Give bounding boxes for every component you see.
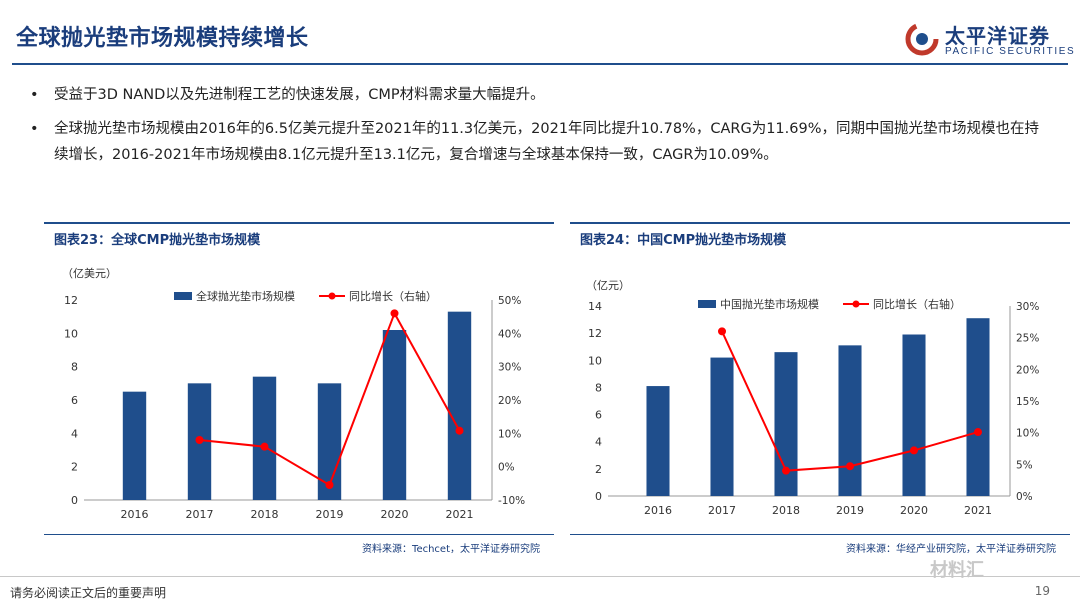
legend-line-label: 同比增长（右轴） [873,297,961,311]
x-tick-label: 2017 [186,508,214,521]
y-right-tick-label: -10% [498,495,525,507]
legend-line-label: 同比增长（右轴） [349,289,437,303]
legend-bar-swatch [174,292,192,300]
bullet-text: 受益于3D NAND以及先进制程工艺的快速发展，CMP材料需求量大幅提升。 [54,87,545,103]
y-left-tick-label: 2 [595,463,602,476]
chart-line-point [846,462,854,471]
chart-line-point [974,428,982,437]
chart-header: 图表24：中国CMP抛光垫市场规模 [570,222,1070,252]
chart-line-point [260,442,269,451]
chart-china-cmp-pad: 图表24：中国CMP抛光垫市场规模 （亿元） 0 2 4 6 8 10 12 14 0% 5% 10%… [570,222,1070,567]
bullet-dot-icon: • [30,121,39,137]
x-tick-label: 2016 [644,504,672,517]
y-right-tick-label: 20% [1016,364,1039,376]
chart-bar [646,386,670,496]
logo-chinese-name: 太平洋证券 [945,24,1050,48]
page-title: 全球抛光垫市场规模持续增长 [16,26,309,51]
logo-english-name: PACIFIC SECURITIES [945,46,1076,57]
y-left-tick-label: 2 [71,461,78,474]
x-tick-label: 2018 [251,508,279,521]
x-tick-label: 2019 [316,508,344,521]
chart-bar [902,334,926,496]
x-tick-label: 2019 [836,504,864,517]
bullet-text: 全球抛光垫市场规模由2016年的6.5亿美元提升至2021年的11.3亿美元，2… [54,121,1039,163]
y-right-tick-label: 5% [1016,459,1033,471]
bullet-item: • 受益于3D NAND以及先进制程工艺的快速发展，CMP材料需求量大幅提升。 [30,82,1050,108]
y-left-tick-label: 0 [595,490,602,503]
x-tick-label: 2016 [121,508,149,521]
chart-bar [447,311,472,500]
legend-bar-label: 中国抛光垫市场规模 [720,297,819,311]
chart-line-point [718,327,726,336]
x-tick-label: 2020 [381,508,409,521]
x-tick-label: 2021 [446,508,474,521]
chart-unit-label: （亿美元） [62,267,117,280]
y-right-tick-label: 30% [498,362,521,374]
y-left-tick-label: 10 [588,354,602,367]
y-left-tick-label: 12 [588,327,602,340]
legend-bar-label: 全球抛光垫市场规模 [196,289,295,303]
chart-bottom-divider [570,534,1070,535]
y-left-tick-label: 4 [71,427,78,440]
chart-bar [838,345,862,496]
chart-bar [710,357,734,496]
chart-header-label: 图表23：全球CMP抛光垫市场规模 [54,233,261,248]
chart-header-label: 图表24：中国CMP抛光垫市场规模 [580,233,787,248]
footer-disclaimer: 请务必阅读正文后的重要声明 [10,586,167,600]
x-tick-label: 2017 [708,504,736,517]
y-right-tick-label: 0% [498,462,515,474]
y-right-tick-label: 25% [1016,333,1039,345]
y-left-tick-label: 0 [71,494,78,507]
y-left-tick-label: 10 [64,327,78,340]
chart-line-point [390,309,399,318]
chart-line-point [325,481,334,489]
chart-line-point [910,446,918,455]
y-right-tick-label: 10% [498,428,521,440]
chart-bar [252,376,277,500]
chart-source: 资料来源：Techcet，太平洋证券研究院 [362,544,540,555]
y-right-tick-label: 15% [1016,396,1039,408]
y-right-tick-label: 10% [1016,428,1039,440]
x-tick-label: 2021 [964,504,992,517]
watermark: 材料汇 [930,560,984,581]
chart-line-point [455,426,464,435]
chart-line-point [782,466,790,475]
legend-line-marker [852,300,860,308]
y-left-tick-label: 8 [71,361,78,374]
chart-global-cmp-pad: 图表23：全球CMP抛光垫市场规模 （亿美元） 0 2 4 6 8 10 12 -10% 0% 10… [44,222,554,567]
chart-plot: （亿美元） 0 2 4 6 8 10 12 -10% 0% 10% 20% 30% 40% 50% 2016 2… [62,267,525,521]
legend-bar-swatch [698,300,716,308]
y-left-tick-label: 8 [595,381,602,394]
chart-bar [966,318,990,496]
y-right-tick-label: 30% [1016,301,1039,313]
x-tick-label: 2018 [772,504,800,517]
logo-emblem-icon [905,22,939,56]
chart-plot: （亿元） 0 2 4 6 8 10 12 14 0% 5% 10% 15% 20% 25% 30% 2016 20… [586,279,1039,517]
footer-divider [0,576,1080,577]
chart-unit-label: （亿元） [586,279,630,292]
chart-line-point [195,436,204,444]
y-left-tick-label: 4 [595,436,602,449]
bullet-list: • 受益于3D NAND以及先进制程工艺的快速发展，CMP材料需求量大幅提升。 … [30,82,1050,176]
bullet-dot-icon: • [30,87,39,103]
chart-bar [122,391,147,500]
y-left-tick-label: 6 [595,409,602,422]
y-left-tick-label: 14 [588,300,602,313]
y-right-tick-label: 20% [498,395,521,407]
legend-line-marker [328,292,336,300]
chart-source: 资料来源：华经产业研究院，太平洋证券研究院 [846,544,1056,555]
bullet-item: • 全球抛光垫市场规模由2016年的6.5亿美元提升至2021年的11.3亿美元… [30,116,1050,168]
header-divider [12,63,1068,65]
y-right-tick-label: 40% [498,328,521,340]
page-number: 19 [1034,584,1050,598]
y-right-tick-label: 50% [498,295,521,307]
y-right-tick-label: 0% [1016,491,1033,503]
chart-bar [382,330,407,500]
company-logo: 太平洋证券 PACIFIC SECURITIES [905,18,1074,62]
x-tick-label: 2020 [900,504,928,517]
chart-header: 图表23：全球CMP抛光垫市场规模 [44,222,554,252]
chart-bottom-divider [44,534,554,535]
y-left-tick-label: 12 [64,294,78,307]
y-left-tick-label: 6 [71,394,78,407]
